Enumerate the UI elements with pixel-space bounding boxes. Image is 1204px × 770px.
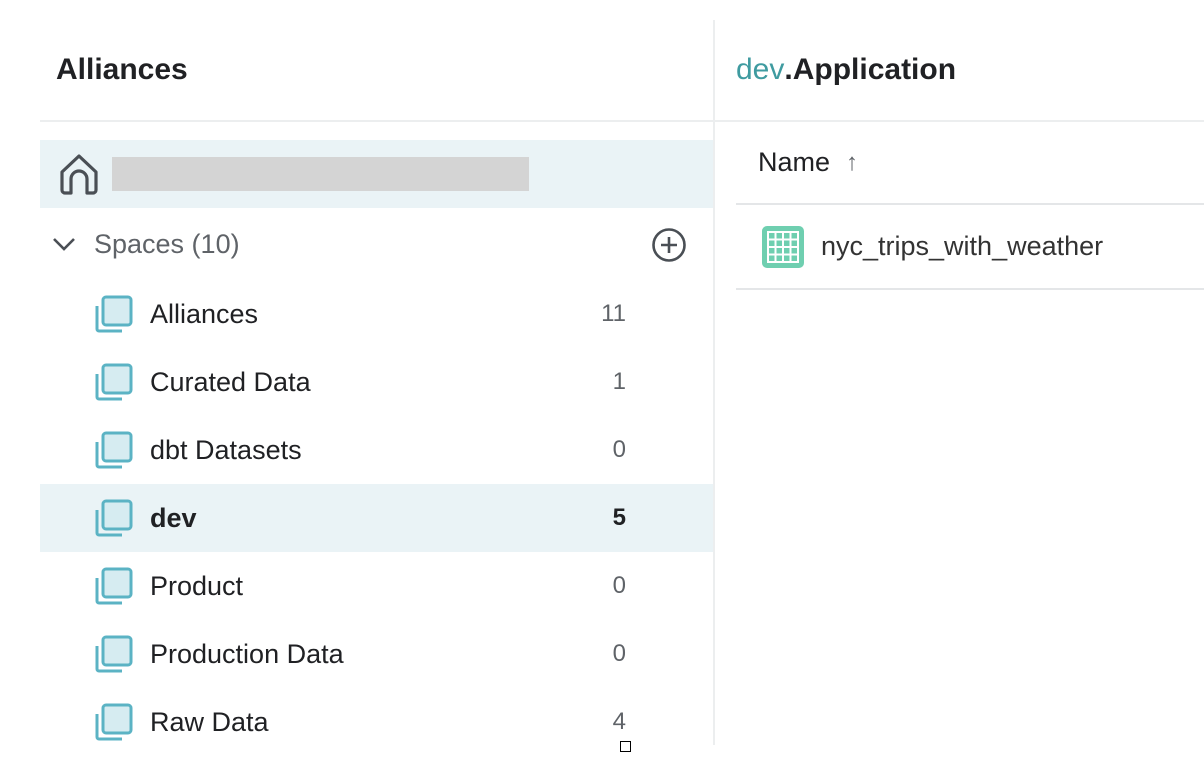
folder-title: .Application (784, 53, 957, 86)
column-header-label: Name (758, 147, 831, 177)
space-icon (95, 703, 133, 741)
space-label: Alliances (150, 298, 259, 329)
redacted-path (112, 157, 529, 191)
content-panel: dev .Application Name ↑ nyc_trips_with_we… (715, 20, 1204, 290)
sidebar-item-space[interactable]: dev 5 (40, 484, 713, 552)
spaces-section-header[interactable]: Spaces (10) (40, 208, 713, 280)
space-count: 11 (601, 300, 626, 327)
home-row[interactable] (40, 140, 713, 208)
sidebar-item-space[interactable]: Alliances 11 (40, 280, 713, 348)
space-label: Product (150, 570, 244, 601)
arrow-up-icon: ↑ (846, 148, 859, 176)
space-count: 0 (612, 436, 626, 463)
sidebar-item-space[interactable]: Product 0 (40, 552, 713, 620)
sidebar-title: Alliances (40, 20, 713, 122)
space-count: 0 (612, 640, 626, 667)
space-count: 0 (612, 572, 626, 599)
page-title: dev .Application (715, 20, 1204, 122)
space-icon (95, 635, 133, 673)
space-label: dbt Datasets (150, 434, 302, 465)
space-label: dev (150, 502, 197, 533)
table-icon (762, 225, 804, 268)
home-icon (60, 154, 98, 195)
table-row[interactable]: nyc_trips_with_weather (736, 205, 1204, 290)
sidebar-item-space[interactable]: dbt Datasets 0 (40, 416, 713, 484)
space-count: 1 (612, 368, 626, 395)
space-count: 4 (612, 708, 626, 735)
space-icon (95, 295, 133, 333)
sidebar: Alliances Spaces (10) Alliances 11 Curated… (40, 20, 713, 745)
space-count: 5 (612, 504, 626, 531)
add-space-button[interactable] (651, 227, 687, 263)
breadcrumb-space[interactable]: dev (736, 53, 785, 86)
space-label: Raw Data (150, 706, 269, 737)
space-icon (95, 431, 133, 469)
chevron-down-icon (53, 238, 75, 251)
space-label: Curated Data (150, 366, 311, 397)
sidebar-item-space[interactable]: Production Data 0 (40, 620, 713, 688)
cursor-marker (620, 741, 631, 752)
space-label: Production Data (150, 638, 344, 669)
spaces-label: Spaces (10) (94, 228, 240, 259)
panel-divider[interactable] (713, 20, 715, 745)
column-header-name[interactable]: Name ↑ (736, 122, 1204, 205)
space-icon (95, 499, 133, 537)
space-icon (95, 567, 133, 605)
row-name: nyc_trips_with_weather (821, 231, 1104, 261)
sidebar-item-space[interactable]: Raw Data 4 (40, 688, 713, 756)
space-icon (95, 363, 133, 401)
sidebar-item-space[interactable]: Curated Data 1 (40, 348, 713, 416)
